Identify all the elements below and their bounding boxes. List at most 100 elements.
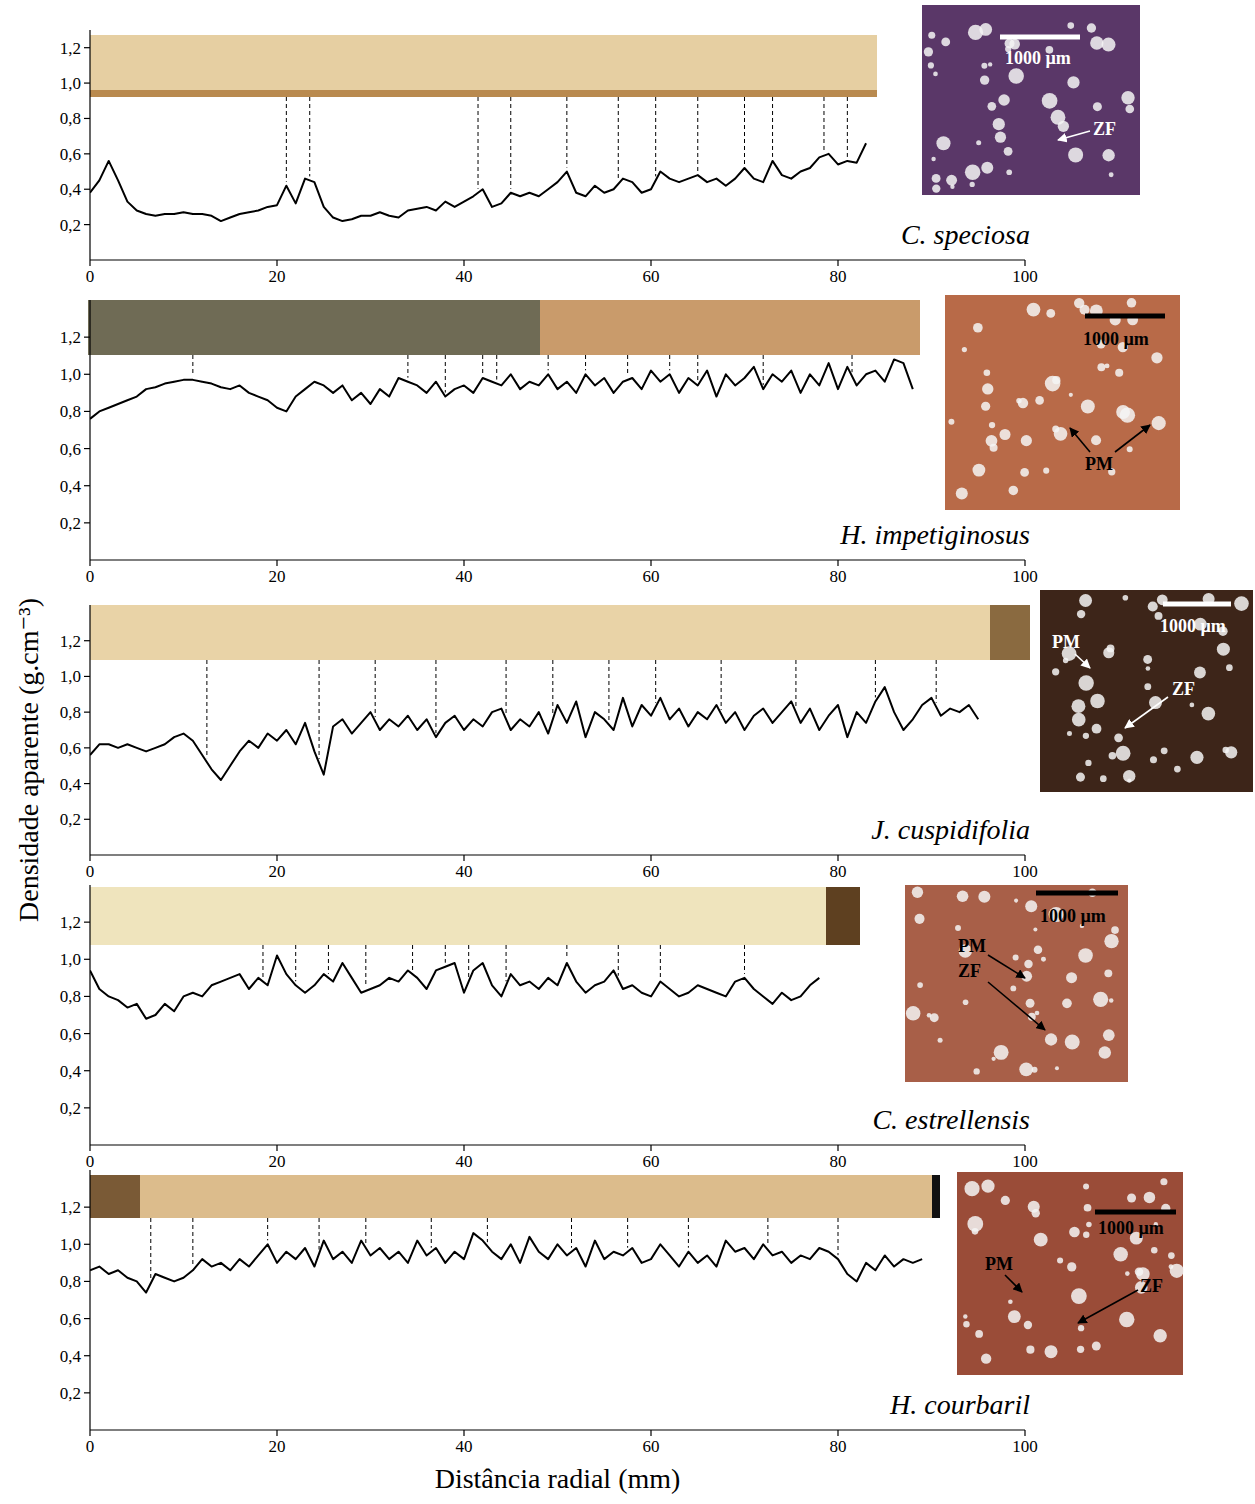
arrow — [1125, 697, 1168, 728]
vessel — [1083, 1183, 1089, 1189]
vessel — [1033, 928, 1037, 932]
vessel — [993, 118, 1005, 130]
x-tick-label: 40 — [456, 267, 473, 286]
vessel — [1008, 1310, 1021, 1323]
ring-boundary — [795, 660, 796, 708]
panel: 1000 µmPM0204060801000,20,40,60,81,01,2H… — [60, 295, 1180, 586]
x-tick-label: 80 — [830, 862, 847, 881]
x-axis — [90, 559, 1025, 560]
x-tick-label: 100 — [1012, 267, 1038, 286]
x-tick-label: 0 — [86, 1437, 95, 1456]
micrograph-image — [922, 5, 1140, 195]
vessel — [1091, 435, 1101, 445]
vessel — [981, 402, 990, 411]
vessel — [1222, 747, 1228, 753]
vessel — [1045, 376, 1061, 392]
vessel — [915, 914, 925, 924]
vessel — [978, 891, 990, 903]
ring-boundary — [655, 97, 656, 176]
vessel — [963, 1321, 969, 1327]
vessel — [1150, 756, 1157, 763]
y-tick — [84, 640, 90, 641]
vessel — [1067, 731, 1072, 736]
vessel — [1067, 1262, 1076, 1271]
plot-area — [90, 359, 913, 418]
y-tick-label: 0,8 — [60, 987, 81, 1006]
ring-boundary — [192, 1218, 193, 1266]
wood-strip — [932, 1175, 940, 1218]
ring-boundary — [192, 355, 193, 376]
y-tick — [84, 485, 90, 486]
wood-strip — [140, 1175, 932, 1218]
x-tick — [1024, 855, 1025, 861]
vessel — [994, 1045, 1009, 1060]
x-tick-label: 60 — [643, 1437, 660, 1456]
scale-bar — [1095, 1210, 1176, 1215]
vessel — [912, 887, 923, 898]
vessel — [1028, 1201, 1040, 1213]
y-tick — [84, 819, 90, 820]
vessel — [1034, 1233, 1048, 1247]
ring-boundary — [660, 945, 661, 978]
vessel — [1168, 1252, 1175, 1259]
ring-boundary — [319, 1218, 320, 1250]
density-line — [90, 956, 819, 1019]
vessel — [1067, 22, 1074, 29]
y-tick — [84, 153, 90, 154]
x-tick-label: 0 — [86, 567, 95, 586]
y-tick — [84, 996, 90, 997]
vessel — [998, 94, 1009, 105]
vessel — [1092, 1342, 1101, 1351]
vessel — [981, 162, 993, 174]
vessel — [972, 1228, 979, 1235]
vessel — [1026, 999, 1035, 1008]
density-line — [90, 1233, 922, 1292]
y-tick — [84, 1033, 90, 1034]
ring-boundary — [823, 97, 824, 152]
x-tick-label: 20 — [269, 1437, 286, 1456]
species-title: H. courbaril — [889, 1389, 1030, 1420]
panel: 1000 µmPMZF0204060801000,20,40,60,81,01,… — [60, 1170, 1184, 1456]
x-tick-label: 20 — [269, 267, 286, 286]
wood-strip — [90, 605, 990, 660]
ring-boundary — [309, 97, 310, 176]
vessel — [1032, 1067, 1038, 1073]
micrograph-label: ZF — [1093, 119, 1116, 139]
y-tick — [84, 82, 90, 83]
vessel — [1093, 992, 1108, 1007]
vessel — [1077, 610, 1085, 618]
arrow — [988, 982, 1045, 1030]
micrograph-image — [957, 1172, 1183, 1375]
vessel — [991, 1057, 995, 1061]
species-title: H. impetiginosus — [839, 519, 1030, 550]
vessel — [1234, 596, 1249, 611]
arrow — [1005, 1275, 1022, 1292]
vessel — [956, 487, 968, 499]
vessel — [933, 72, 938, 77]
density-line — [90, 359, 913, 418]
x-tick-label: 80 — [830, 267, 847, 286]
micrograph-label: ZF — [958, 961, 981, 981]
vessel — [1169, 1264, 1174, 1269]
vessel — [932, 174, 941, 183]
vessel — [1010, 985, 1016, 991]
y-tick — [84, 189, 90, 190]
y-tick-label: 0,2 — [60, 1384, 81, 1403]
vessel — [1151, 352, 1162, 363]
vessel — [1127, 779, 1131, 783]
vessel — [1151, 1247, 1158, 1254]
x-tick — [276, 260, 277, 266]
y-tick-label: 0,2 — [60, 1099, 81, 1118]
y-tick — [84, 374, 90, 375]
ring-boundary — [763, 355, 764, 385]
vessel — [1086, 1222, 1092, 1228]
y-tick-label: 1,2 — [60, 632, 81, 651]
x-axis — [90, 854, 1025, 855]
x-tick — [463, 560, 464, 566]
y-tick-label: 0,4 — [60, 775, 82, 794]
vessel — [1123, 770, 1135, 782]
x-axis — [90, 1429, 1025, 1430]
vessel — [1006, 169, 1012, 175]
vessel — [1071, 1288, 1087, 1304]
vessel — [1087, 23, 1096, 32]
